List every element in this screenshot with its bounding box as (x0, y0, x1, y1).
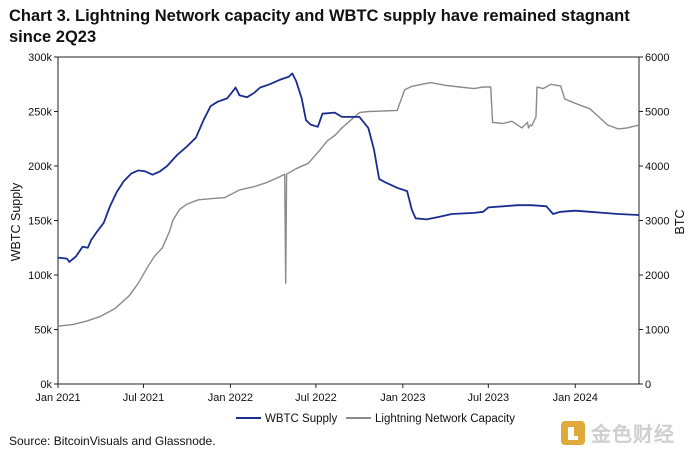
watermark-logo-icon (561, 420, 585, 445)
left-tick-label: 150k (28, 216, 52, 228)
legend-label-wbtc: WBTC Supply (265, 413, 337, 425)
left-tick-label: 250k (28, 107, 52, 119)
plot-border (57, 56, 640, 385)
watermark: 金色财经 (560, 418, 675, 447)
right-tick-label: 5000 (645, 107, 669, 119)
right-tick-label: 0 (645, 379, 651, 391)
right-tick-label: 2000 (645, 270, 669, 282)
right-axis-ticks: 0 1000 2000 3000 4000 5000 6000 (639, 52, 669, 391)
right-tick-label: 3000 (645, 216, 669, 228)
x-tick-label: Jul 2023 (468, 392, 510, 404)
left-tick-label: 300k (28, 52, 52, 64)
plot-frame (57, 56, 640, 385)
left-tick-label: 0k (40, 379, 52, 391)
chart-title: Chart 3. Lightning Network capacity and … (9, 7, 630, 46)
legend-label-lightning: Lightning Network Capacity (375, 413, 515, 425)
x-axis-ticks: Jan 2021 Jul 2021 Jan 2022 Jul 2022 Jan 2023… (35, 384, 598, 404)
right-tick-label: 6000 (645, 52, 669, 64)
series-line-wbtc-supply (57, 72, 640, 263)
left-tick-label: 50k (34, 325, 52, 337)
right-tick-label: 4000 (645, 161, 669, 173)
x-tick-label: Jan 2021 (35, 392, 80, 404)
legend: WBTC Supply Lightning Network Capacity (236, 413, 515, 425)
x-tick-label: Jan 2023 (380, 392, 425, 404)
watermark-text: 金色财经 (591, 424, 675, 446)
series-layer (57, 72, 640, 327)
left-tick-label: 200k (28, 161, 52, 173)
left-axis-ticks: 0k 50k 100k 150k 200k 250k 300k (28, 52, 58, 391)
right-axis-label: BTC (673, 210, 687, 235)
x-tick-label: Jan 2022 (208, 392, 253, 404)
x-tick-label: Jul 2022 (295, 392, 337, 404)
x-tick-label: Jan 2024 (553, 392, 598, 404)
left-axis-label: WBTC Supply (9, 182, 23, 261)
left-tick-label: 100k (28, 270, 52, 282)
right-tick-label: 1000 (645, 325, 669, 337)
source-note: Source: BitcoinVisuals and Glassnode. (9, 434, 216, 448)
series-line-lightning-capacity (57, 81, 640, 327)
x-tick-label: Jul 2021 (123, 392, 165, 404)
